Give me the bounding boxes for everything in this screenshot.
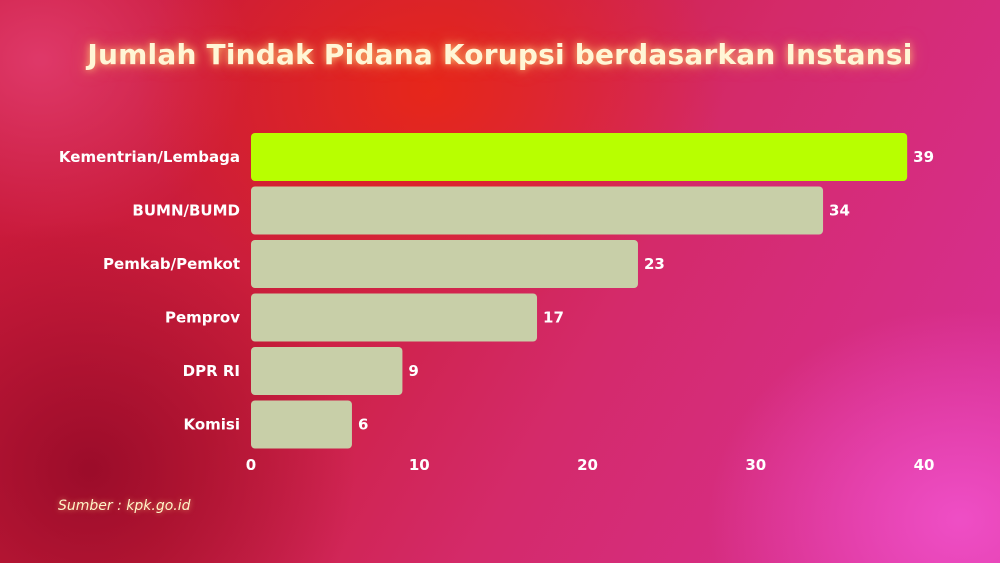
value-label-0: 39 <box>913 148 934 166</box>
bar-0 <box>251 133 908 181</box>
value-label-3: 17 <box>543 309 564 327</box>
source-note: Sumber : kpk.go.id <box>58 498 191 514</box>
value-label-5: 6 <box>358 416 368 434</box>
x-tick-2: 20 <box>577 456 598 474</box>
bar-5 <box>251 400 352 449</box>
bar-2 <box>251 240 638 288</box>
category-label-0: Kementrian/Lembaga <box>59 148 240 166</box>
bar-1 <box>251 186 824 235</box>
category-label-4: DPR RI <box>183 362 240 380</box>
value-label-4: 9 <box>408 362 418 380</box>
value-label-2: 23 <box>644 255 665 273</box>
chart-title: Jumlah Tindak Pidana Korupsi berdasarkan… <box>87 38 913 71</box>
x-tick-3: 30 <box>745 456 766 474</box>
category-label-1: BUMN/BUMD <box>132 202 240 220</box>
value-label-1: 34 <box>829 202 850 220</box>
bar-3 <box>251 293 538 342</box>
bar-4 <box>251 347 403 395</box>
category-label-2: Pemkab/Pemkot <box>103 255 240 273</box>
category-label-5: Komisi <box>183 416 240 434</box>
x-tick-4: 40 <box>914 456 935 474</box>
x-tick-0: 0 <box>246 456 256 474</box>
x-tick-1: 10 <box>409 456 430 474</box>
category-label-3: Pemprov <box>165 309 240 327</box>
